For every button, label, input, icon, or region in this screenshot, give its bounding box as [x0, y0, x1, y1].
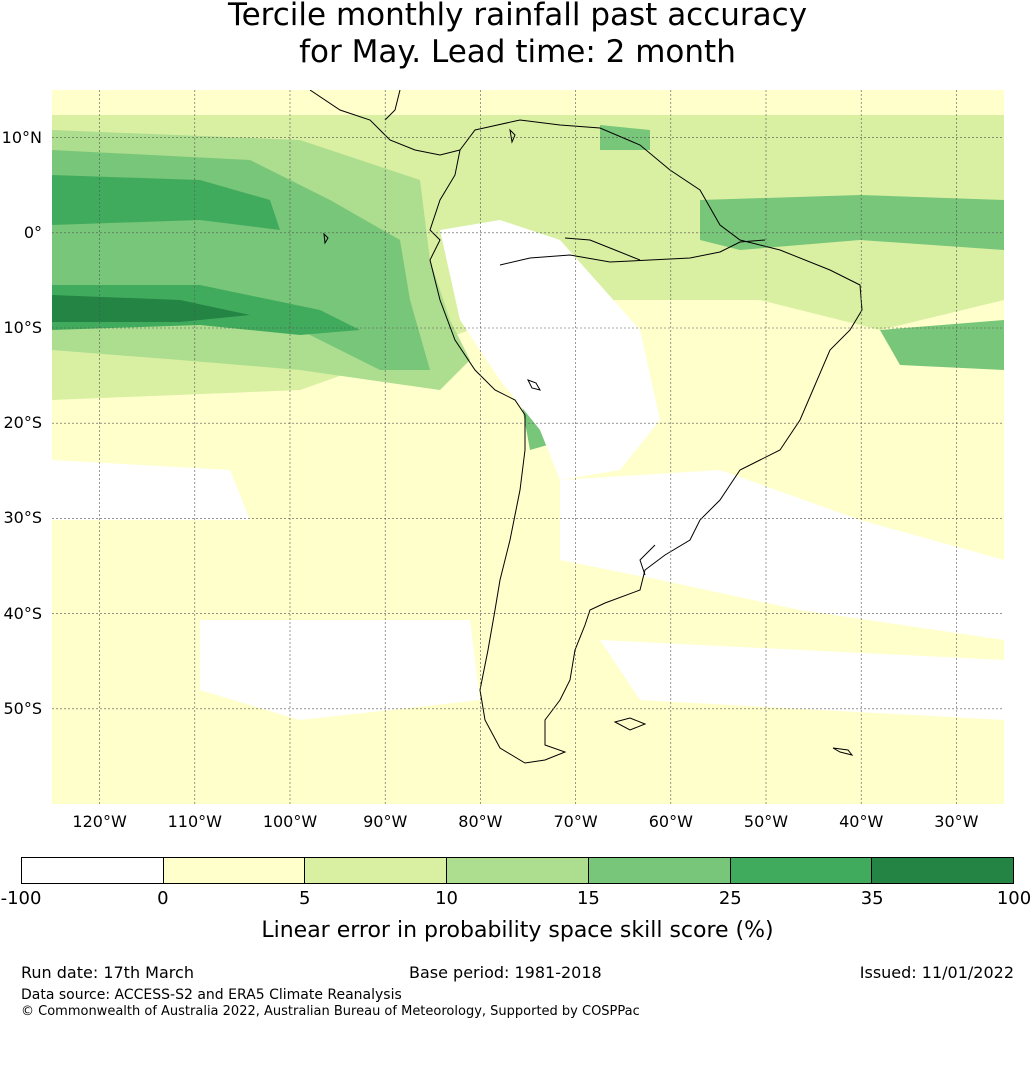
longitude-tick-label: 40°W — [839, 812, 884, 831]
lake-titicaca — [526, 379, 542, 391]
longitude-tick-label: 80°W — [458, 812, 503, 831]
rio-de-la-plata — [639, 544, 656, 576]
latitude-tick-label: 20°S — [3, 413, 42, 433]
base-period: Base period: 1981-2018 — [409, 963, 602, 982]
longitude-tick-label: 70°W — [553, 812, 598, 831]
latitude-tick-label: 30°S — [3, 508, 42, 528]
map-title-line-2: for May. Lead time: 2 month — [299, 34, 736, 70]
falkland-islands — [613, 717, 647, 731]
colorbar — [21, 857, 1014, 884]
colorbar-segment — [871, 858, 1014, 883]
skill-region-35-100 — [52, 295, 250, 322]
colorbar-tick-label: 5 — [298, 888, 311, 909]
skill-region-negative-south — [600, 640, 1004, 720]
south-georgia — [832, 747, 854, 756]
map-title-line-1: Tercile monthly rainfall past accuracy — [227, 0, 808, 33]
colorbar-segment — [729, 858, 872, 883]
colorbar-tick-label: -100 — [0, 888, 42, 909]
colorbar-tick-label: 25 — [718, 888, 742, 909]
colorbar-tick-label: 100 — [996, 888, 1032, 909]
longitude-tick-label: 120°W — [72, 812, 127, 831]
longitude-tick-label: 100°W — [262, 812, 318, 831]
latitude-tick-label: 50°S — [3, 698, 42, 718]
colorbar-segment — [22, 858, 163, 883]
skill-region-negative-south-pacific — [200, 620, 480, 720]
skill-region-15-25-east-atlantic — [880, 320, 1004, 370]
yucatan-coastline — [384, 90, 401, 121]
longitude-tick-label: 30°W — [934, 812, 979, 831]
longitude-tick-label: 60°W — [648, 812, 693, 831]
colorbar-tick-label: 0 — [157, 888, 169, 909]
colorbar-tick-label: 35 — [860, 888, 884, 909]
latitude-tick-label: 10°N — [1, 127, 42, 147]
lake-maracaibo — [509, 128, 516, 144]
colorbar-segment — [587, 858, 730, 883]
copyright: © Commonwealth of Australia 2022, Austra… — [21, 1004, 640, 1019]
colorbar-segment — [162, 858, 305, 883]
latitude-tick-label: 0° — [23, 222, 42, 242]
skill-region-negative-south-atlantic — [560, 470, 1004, 640]
skill-region-negative-amazon — [440, 220, 660, 480]
issued-date: Issued: 11/01/2022 — [859, 963, 1014, 982]
rio-negro — [564, 237, 641, 261]
colorbar-segment — [304, 858, 447, 883]
map-gridlines — [52, 90, 1004, 804]
central-america-coastline — [309, 90, 461, 156]
run-date: Run date: 17th March — [21, 963, 194, 982]
latitude-tick-label: 10°S — [3, 318, 42, 337]
skill-region-25-35-north — [52, 175, 280, 230]
colorbar-tick-label: 15 — [576, 888, 600, 909]
data-source: Data source: ACCESS-S2 and ERA5 Climate … — [21, 987, 402, 1003]
latitude-tick-label: 40°S — [3, 603, 42, 623]
longitude-tick-label: 110°W — [167, 812, 222, 831]
longitude-tick-label: 50°W — [743, 812, 789, 831]
skill-region-negative-pacific-sub — [52, 460, 250, 520]
galapagos-islands — [323, 232, 329, 245]
south-america-coastline — [429, 119, 863, 764]
longitude-tick-label: 90°W — [363, 812, 408, 831]
colorbar-label: Linear error in probability space skill … — [261, 918, 774, 943]
amazon-river — [499, 239, 766, 266]
colorbar-tick-label: 10 — [435, 888, 459, 909]
colorbar-segment — [446, 858, 588, 883]
skill-region-15-25-atlantic — [700, 195, 1004, 250]
